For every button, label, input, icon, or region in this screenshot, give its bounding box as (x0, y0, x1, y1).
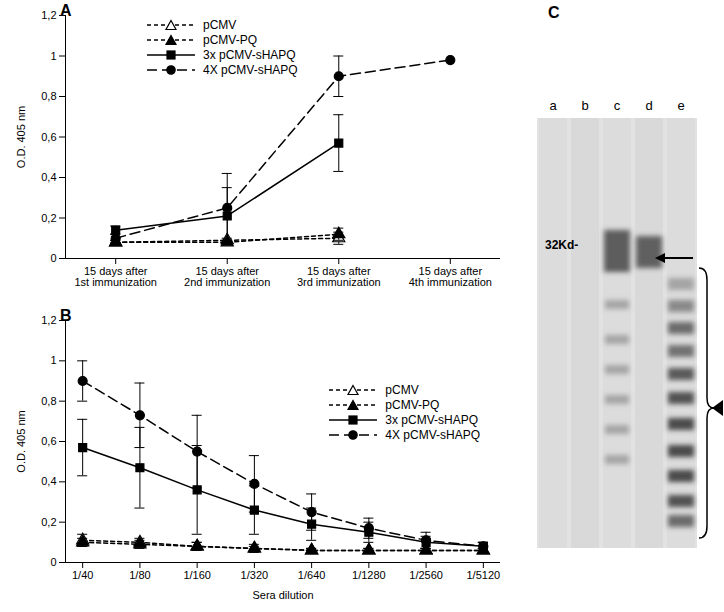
svg-text:1: 1 (50, 354, 56, 366)
svg-text:c: c (614, 98, 621, 113)
svg-text:0,8: 0,8 (41, 395, 56, 407)
svg-text:0: 0 (50, 252, 56, 264)
svg-text:d: d (645, 98, 652, 113)
svg-text:O.D. 405 nm: O.D. 405 nm (15, 106, 27, 168)
svg-text:1,2: 1,2 (41, 314, 56, 326)
svg-text:0,8: 0,8 (41, 90, 56, 102)
svg-text:0,6: 0,6 (41, 435, 56, 447)
svg-text:0,4: 0,4 (41, 171, 56, 183)
svg-text:1/40: 1/40 (72, 569, 93, 581)
svg-text:15 days after3rd immunization: 15 days after3rd immunization (297, 265, 381, 288)
html-text:3x pCMV-sHAPQ: 3x pCMV-sHAPQ (203, 47, 296, 62)
html-text:4X pCMV-sHAPQ: 4X pCMV-sHAPQ (385, 427, 480, 442)
svg-text:0,2: 0,2 (41, 212, 56, 224)
html-text:pCMV-PQ: pCMV-PQ (385, 397, 440, 412)
svg-text:32Kd-: 32Kd- (545, 238, 578, 252)
svg-text:0,6: 0,6 (41, 131, 56, 143)
html-text:pCMV: pCMV (385, 382, 419, 397)
html-text:pCMV-PQ: pCMV-PQ (203, 32, 257, 47)
svg-text:Sera dilution: Sera dilution (252, 589, 313, 601)
svg-text:1/640: 1/640 (298, 569, 326, 581)
html-text:B: B (60, 307, 72, 324)
svg-text:e: e (677, 98, 684, 113)
svg-text:C: C (548, 4, 560, 21)
svg-text:15 days after1st immunization: 15 days after1st immunization (74, 265, 157, 288)
svg-text:0: 0 (50, 556, 56, 568)
svg-text:O.D. 405 nm: O.D. 405 nm (15, 410, 27, 472)
html-text:4X pCMV-sHAPQ: 4X pCMV-sHAPQ (203, 62, 298, 77)
svg-text:1: 1 (50, 50, 56, 62)
svg-text:1/5120: 1/5120 (467, 569, 501, 581)
svg-text:0,2: 0,2 (41, 516, 56, 528)
html-text:A: A (60, 2, 72, 19)
svg-text:1,2: 1,2 (41, 9, 56, 21)
svg-text:b: b (581, 98, 588, 113)
svg-text:1/1280: 1/1280 (352, 569, 386, 581)
svg-text:1/80: 1/80 (129, 569, 150, 581)
svg-text:15 days after4th immunization: 15 days after4th immunization (409, 265, 492, 288)
svg-text:1/2560: 1/2560 (409, 569, 443, 581)
svg-text:1/320: 1/320 (241, 569, 269, 581)
svg-text:a: a (549, 98, 557, 113)
html-text:3x pCMV-sHAPQ: 3x pCMV-sHAPQ (385, 412, 478, 427)
svg-text:15 days after2nd immunization: 15 days after2nd immunization (184, 265, 270, 288)
html-text:pCMV: pCMV (203, 17, 237, 32)
svg-text:0,4: 0,4 (41, 475, 56, 487)
svg-text:1/160: 1/160 (183, 569, 211, 581)
